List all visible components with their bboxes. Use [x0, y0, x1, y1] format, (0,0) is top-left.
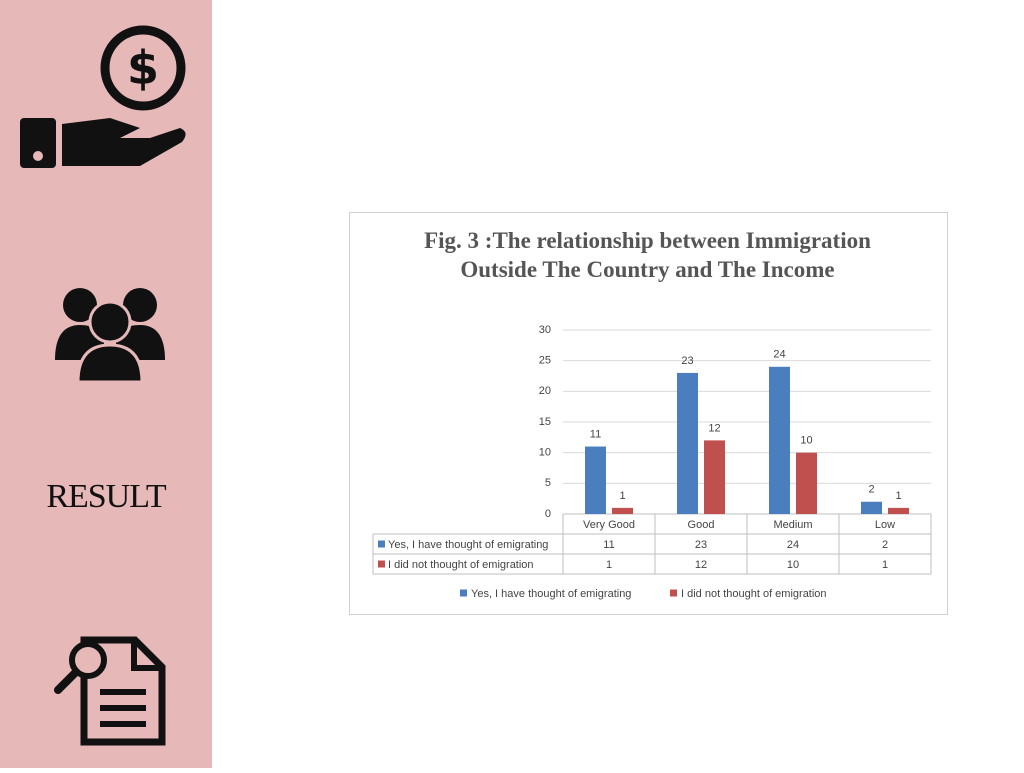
- table-legend-key: [378, 560, 385, 568]
- table-cell: 2: [882, 539, 888, 551]
- chart-frame: [349, 212, 948, 615]
- x-tick-label: Very Good: [583, 519, 635, 531]
- x-tick-label: Low: [875, 519, 895, 531]
- bar: [677, 372, 698, 514]
- data-label: 10: [800, 435, 812, 447]
- table-series-label: I did not thought of emigration: [388, 559, 534, 571]
- x-tick-label: Good: [688, 519, 715, 531]
- table-cell: 23: [695, 539, 707, 551]
- sidebar: $ RESULT: [0, 0, 212, 768]
- bar: [861, 501, 882, 514]
- y-tick-label: 15: [539, 416, 551, 428]
- svg-text:$: $: [127, 41, 159, 95]
- sidebar-icons: $: [20, 25, 186, 746]
- table-cell: 1: [882, 559, 888, 571]
- document-search-icon: [54, 636, 166, 746]
- table-cell: 11: [603, 539, 614, 551]
- data-label: 11: [590, 428, 601, 440]
- x-tick-label: Medium: [773, 519, 812, 531]
- bar: [769, 366, 790, 514]
- data-label: 2: [868, 484, 874, 496]
- money-hand-icon: $: [20, 25, 186, 168]
- table-series-label: Yes, I have thought of emigrating: [388, 539, 548, 551]
- y-tick-label: 5: [545, 477, 551, 489]
- data-label: 1: [619, 490, 625, 502]
- y-tick-label: 10: [539, 447, 551, 459]
- table-cell: 10: [787, 559, 799, 571]
- y-tick-label: 0: [545, 508, 551, 520]
- bar: [888, 507, 909, 514]
- y-tick-label: 20: [539, 385, 551, 397]
- legend-swatch: [670, 589, 677, 597]
- table-cell: 24: [787, 539, 799, 551]
- table-legend-key: [378, 540, 385, 548]
- section-label: RESULT: [46, 478, 166, 515]
- people-icon: [55, 288, 165, 384]
- bar: [585, 446, 606, 514]
- legend-swatch: [460, 589, 467, 597]
- data-label: 12: [708, 422, 720, 434]
- data-label: 1: [895, 490, 901, 502]
- data-label: 24: [773, 349, 785, 361]
- legend-label: Yes, I have thought of emigrating: [471, 588, 631, 600]
- y-tick-label: 30: [539, 324, 551, 336]
- data-label: 23: [681, 355, 693, 367]
- legend-label: I did not thought of emigration: [681, 588, 827, 600]
- chart-title: Fig. 3 :The relationship between Immigra…: [424, 228, 871, 282]
- bar: [704, 440, 725, 514]
- table-cell: 1: [606, 559, 612, 571]
- bar: [612, 507, 633, 514]
- y-tick-label: 25: [539, 355, 551, 367]
- bar: [796, 452, 817, 514]
- table-cell: 12: [695, 559, 707, 571]
